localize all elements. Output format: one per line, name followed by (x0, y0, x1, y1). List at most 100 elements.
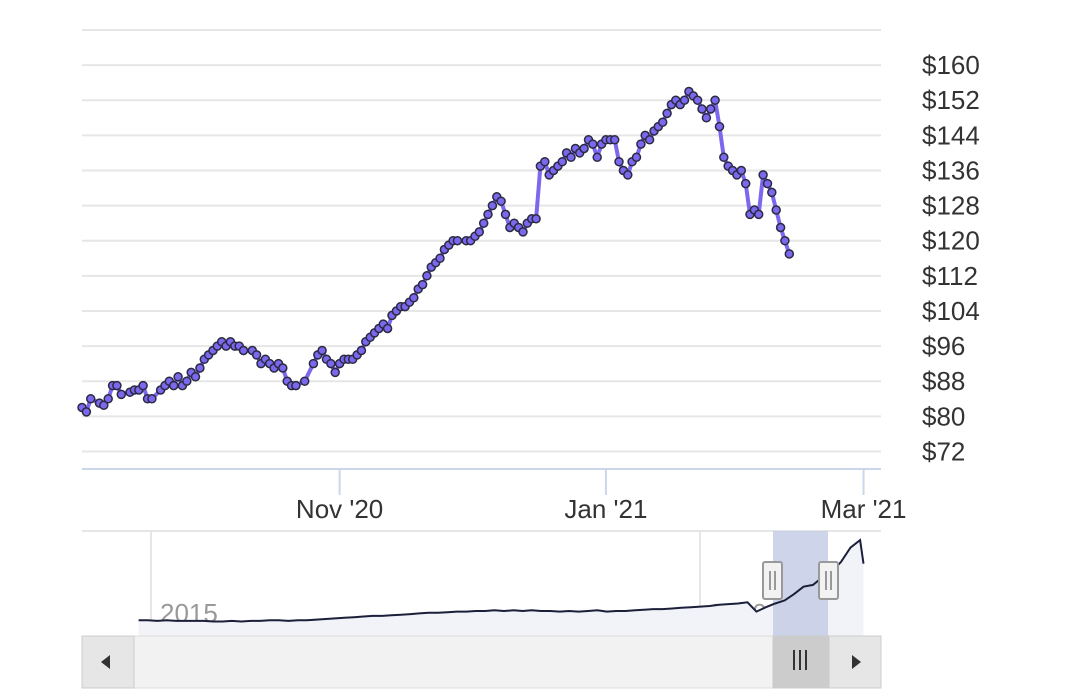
y-tick-label: $104 (922, 296, 980, 326)
y-tick-label: $88 (922, 366, 965, 396)
data-point[interactable] (291, 380, 301, 391)
data-point[interactable] (518, 227, 528, 237)
data-point[interactable] (382, 323, 393, 334)
data-point[interactable] (500, 209, 511, 220)
data-point[interactable] (736, 165, 747, 176)
data-point[interactable] (435, 253, 445, 264)
data-point[interactable] (679, 95, 690, 105)
y-tick-label: $136 (922, 155, 980, 185)
data-point[interactable] (299, 376, 310, 386)
data-point[interactable] (767, 187, 777, 198)
data-point[interactable] (636, 139, 646, 149)
data-point[interactable] (784, 249, 795, 259)
data-point[interactable] (692, 95, 703, 105)
data-point[interactable] (452, 235, 463, 246)
x-tick-label: Jan '21 (564, 494, 647, 524)
data-point[interactable] (251, 350, 262, 360)
data-point[interactable] (623, 170, 633, 180)
data-point[interactable] (771, 205, 781, 215)
data-point[interactable] (474, 227, 485, 237)
data-point[interactable] (775, 222, 786, 233)
arrow-right-icon (852, 655, 861, 669)
data-point[interactable] (609, 135, 620, 145)
data-point[interactable] (81, 407, 92, 417)
data-point[interactable] (531, 214, 541, 224)
navigator-series-line (138, 538, 865, 623)
series-line[interactable] (80, 89, 792, 414)
data-point[interactable] (278, 363, 288, 373)
data-point[interactable] (710, 95, 720, 105)
y-axis: $160 $152 $144 $136 $128 $120 $112 $104 $96 $88 $8… (922, 50, 980, 466)
data-point[interactable] (103, 394, 113, 404)
data-point[interactable] (714, 121, 725, 132)
navigator-left-handle[interactable] (762, 561, 783, 600)
data-point[interactable] (496, 196, 506, 206)
data-point[interactable] (326, 358, 336, 369)
data-point[interactable] (614, 156, 624, 167)
x-axis: Nov '20 Jan '21 Mar '21 (296, 469, 906, 524)
data-point[interactable] (753, 209, 764, 220)
data-point[interactable] (330, 367, 340, 378)
data-point[interactable] (662, 108, 672, 119)
data-point[interactable] (182, 376, 192, 386)
y-tick-label: $152 (922, 85, 980, 115)
data-point[interactable] (705, 104, 716, 114)
scroll-left-button[interactable] (81, 635, 135, 689)
data-point[interactable] (719, 152, 729, 163)
navigator-area (138, 540, 864, 636)
data-point[interactable] (308, 358, 319, 369)
data-point[interactable] (592, 152, 602, 163)
y-tick-label: $96 (922, 331, 965, 361)
data-point[interactable] (566, 152, 576, 163)
data-point[interactable] (478, 218, 489, 228)
y-tick-label: $80 (922, 401, 965, 431)
data-point[interactable] (116, 389, 127, 400)
data-point[interactable] (487, 200, 498, 211)
data-point[interactable] (356, 345, 367, 356)
scrollbar[interactable] (81, 635, 882, 689)
data-point[interactable] (168, 380, 179, 391)
data-point[interactable] (557, 156, 568, 167)
data-point[interactable] (780, 235, 790, 246)
data-point[interactable] (644, 135, 655, 145)
data-point[interactable] (697, 104, 707, 114)
data-point[interactable] (238, 345, 249, 356)
navigator[interactable]: 20152020 (82, 530, 881, 636)
data-point[interactable] (657, 117, 668, 127)
grid-lines (82, 29, 881, 470)
x-tick-label: Nov '20 (296, 494, 383, 524)
data-point[interactable] (190, 372, 201, 382)
data-point[interactable] (701, 113, 712, 123)
data-point[interactable] (317, 345, 327, 356)
data-point[interactable] (588, 139, 598, 149)
data-point[interactable] (422, 271, 432, 281)
y-tick-label: $112 (922, 261, 978, 291)
navigator-right-handle[interactable] (818, 561, 839, 600)
data-point[interactable] (138, 380, 148, 391)
data-point[interactable] (147, 394, 157, 404)
data-point[interactable] (195, 363, 205, 373)
data-point[interactable] (483, 209, 493, 220)
plot-area[interactable] (77, 86, 795, 417)
scrollbar-track[interactable] (81, 635, 882, 689)
data-point[interactable] (85, 394, 96, 404)
data-point[interactable] (631, 152, 642, 163)
y-tick-label: $144 (922, 120, 980, 150)
data-point[interactable] (173, 372, 183, 382)
scrollbar-thumb[interactable] (772, 635, 829, 689)
y-tick-label: $128 (922, 191, 980, 221)
data-point[interactable] (740, 178, 751, 189)
arrow-left-icon (101, 655, 110, 669)
data-point[interactable] (409, 293, 419, 303)
data-point[interactable] (417, 279, 428, 290)
scroll-right-button[interactable] (828, 635, 882, 689)
data-point[interactable] (579, 143, 589, 154)
data-point[interactable] (762, 178, 773, 189)
data-point[interactable] (112, 380, 122, 391)
y-tick-label: $160 (922, 50, 980, 80)
data-point[interactable] (758, 170, 768, 180)
data-point[interactable] (99, 400, 109, 411)
data-point[interactable] (540, 156, 550, 167)
y-tick-label: $72 (922, 436, 965, 466)
